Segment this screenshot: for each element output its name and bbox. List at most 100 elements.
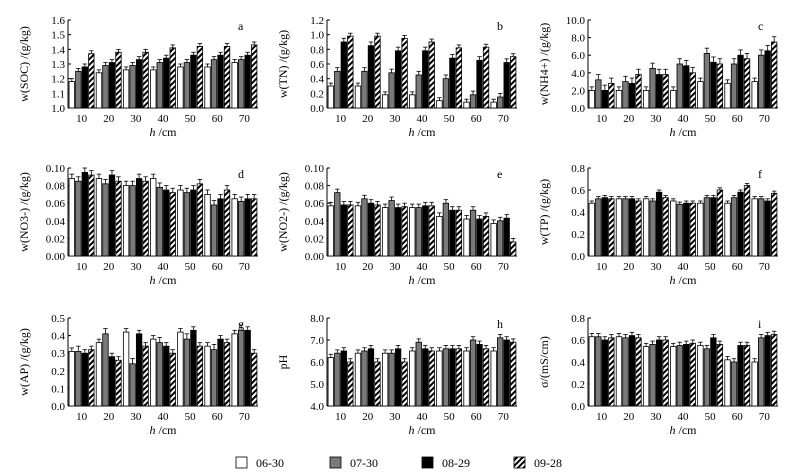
bar-09-28-10: [347, 35, 354, 109]
x-tick-label: 30: [389, 113, 401, 125]
x-tick-label: 10: [335, 411, 347, 423]
x-tick-label: 70: [498, 113, 510, 125]
bar-08-29-30: [135, 59, 143, 109]
bar-06-30-20: [95, 178, 103, 257]
bar-07-30-10: [595, 198, 602, 257]
bar-07-30-60: [730, 361, 738, 407]
legend-swatch-09-28: [513, 456, 526, 469]
panel-h: 4.0 5.0 6.0 7.0 8.0 10 20 30 40 50 60 70 h /cm pH h: [276, 313, 517, 437]
bar-08-29-20: [628, 82, 636, 109]
bar-09-28-30: [401, 206, 408, 257]
bar-07-30-40: [415, 74, 422, 109]
y-tick-label: 0.00: [305, 251, 325, 263]
legend-swatch-08-29: [421, 456, 434, 469]
y-axis-label: w(NO3-) /(g/kg): [17, 172, 31, 252]
x-tick-label: 30: [650, 261, 662, 273]
y-tick-label: 0.8: [571, 163, 585, 175]
y-axis-label: w(NH4+) /(g/kg): [537, 23, 551, 105]
bar-07-30-50: [703, 348, 711, 407]
x-tick-label: 60: [732, 261, 744, 273]
bar-07-30-30: [388, 352, 395, 407]
bar-06-30-30: [642, 90, 650, 109]
y-tick-label: 0.06: [46, 198, 66, 210]
bar-06-30-20: [615, 198, 623, 257]
panel-letter: c: [758, 19, 763, 33]
bar-07-30-50: [183, 338, 191, 407]
bar-08-29-50: [190, 329, 197, 407]
bar-07-30-10: [334, 192, 341, 257]
x-tick-label: 70: [759, 261, 771, 273]
bar-07-30-60: [210, 59, 218, 109]
bar-08-29-70: [244, 198, 251, 257]
bar-08-29-50: [190, 189, 197, 257]
bar-06-30-30: [642, 346, 650, 407]
y-tick-label: 8.0: [571, 33, 585, 45]
bar-07-30-60: [210, 349, 218, 407]
x-tick-label: 30: [130, 261, 142, 273]
bar-09-28-40: [169, 47, 176, 109]
x-tick-label: 10: [76, 411, 88, 423]
x-tick-label: 50: [705, 113, 717, 125]
y-tick-label: 0.2: [310, 88, 324, 100]
bar-08-29-60: [217, 54, 224, 109]
bar-06-30-30: [122, 69, 130, 109]
bar-06-30-10: [327, 357, 334, 407]
panel-b: 0.0 0.2 0.4 0.6 0.8 1.0 1.2 10 20 30 40 50 60 70 h /cm…: [276, 15, 517, 139]
bar-06-30-30: [381, 94, 389, 109]
bar-07-30-20: [622, 81, 629, 109]
bar-09-28-20: [374, 204, 381, 257]
x-tick-label: 60: [471, 411, 483, 423]
x-axis-label: h /cm: [670, 423, 698, 437]
y-tick-label: 10.0: [566, 15, 586, 27]
x-tick-label: 40: [417, 261, 429, 273]
y-tick-label: 6.0: [310, 357, 324, 369]
x-tick-label: 60: [471, 261, 483, 273]
bar-09-28-70: [251, 198, 258, 257]
bar-07-30-60: [469, 94, 477, 109]
y-tick-label: 0.04: [305, 216, 325, 228]
bar-08-29-60: [476, 343, 483, 407]
x-tick-label: 70: [239, 261, 251, 273]
x-axis-label: h /cm: [150, 423, 178, 437]
bar-08-29-40: [422, 348, 429, 407]
bar-06-30-30: [381, 352, 389, 407]
bar-08-29-60: [217, 338, 224, 407]
bar-09-28-60: [223, 342, 231, 407]
bar-06-30-10: [68, 81, 75, 109]
bar-08-29-60: [476, 59, 483, 109]
panel-letter: d: [238, 167, 244, 181]
bar-09-28-10: [347, 204, 354, 257]
y-tick-label: 0.4: [571, 357, 585, 369]
bar-06-30-40: [150, 338, 157, 407]
bar-07-30-10: [595, 79, 602, 109]
bar-08-29-10: [340, 350, 347, 407]
bar-07-30-60: [730, 197, 738, 257]
y-tick-label: 1.4: [51, 44, 65, 56]
y-tick-label: 0.0: [310, 103, 324, 115]
panel-d: 0.00 0.02 0.04 0.06 0.08 0.10 10 20 30 40 50 60 70 h …: [17, 163, 258, 287]
bar-08-29-30: [655, 339, 663, 407]
legend-label-06-30: 06-30: [256, 456, 284, 470]
bar-08-29-30: [394, 50, 402, 109]
bar-09-28-20: [635, 337, 642, 407]
bar-07-30-10: [595, 336, 602, 407]
panel-g: 0.0 0.1 0.2 0.3 0.4 0.5 10 20 30 40 50 60 70 h /cm w(A…: [17, 313, 258, 437]
bar-06-30-70: [751, 361, 758, 407]
legend-label-08-29: 08-29: [442, 456, 470, 470]
bar-06-30-40: [670, 346, 677, 407]
bar-09-28-60: [223, 46, 231, 109]
bar-09-28-40: [428, 205, 435, 257]
y-tick-label: 0.3: [51, 348, 65, 360]
y-tick-label: 1.0: [51, 103, 65, 115]
bar-08-29-10: [340, 41, 347, 109]
bar-07-30-30: [129, 363, 136, 407]
bar-08-29-60: [217, 198, 224, 257]
bar-07-30-20: [622, 198, 629, 257]
bar-07-30-20: [361, 70, 368, 109]
y-tick-label: 0.6: [310, 59, 324, 71]
bar-09-28-40: [689, 72, 696, 109]
x-tick-label: 50: [185, 113, 197, 125]
x-tick-label: 50: [185, 411, 197, 423]
bar-07-30-50: [442, 348, 450, 407]
x-tick-label: 40: [678, 411, 690, 423]
